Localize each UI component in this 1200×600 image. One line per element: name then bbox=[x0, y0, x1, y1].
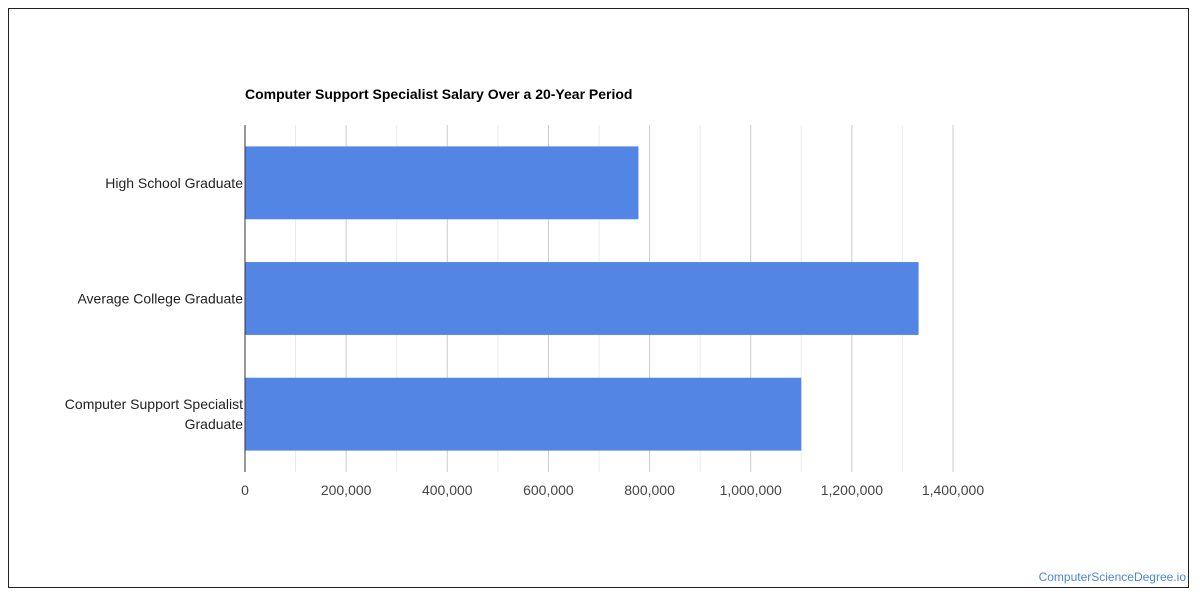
chart-title: Computer Support Specialist Salary Over … bbox=[245, 86, 632, 102]
category-label: Computer Support Specialist bbox=[65, 396, 243, 412]
category-label: High School Graduate bbox=[105, 175, 243, 191]
category-labels: High School Graduate Average College Grad… bbox=[65, 175, 243, 432]
x-tick-label: 200,000 bbox=[321, 482, 372, 498]
x-tick-label: 1,400,000 bbox=[922, 482, 984, 498]
bars bbox=[245, 146, 919, 451]
bar-2[interactable] bbox=[245, 262, 919, 335]
x-tick-label: 1,200,000 bbox=[821, 482, 883, 498]
x-tick-label: 0 bbox=[241, 482, 249, 498]
x-tick-label: 1,000,000 bbox=[720, 482, 782, 498]
category-label: Graduate bbox=[185, 416, 244, 432]
watermark-link[interactable]: ComputerScienceDegree.io bbox=[1038, 570, 1186, 584]
x-tick-label: 400,000 bbox=[422, 482, 473, 498]
x-tick-label: 600,000 bbox=[523, 482, 574, 498]
x-tick-labels: 0 200,000 400,000 600,000 800,000 1,000,000 1,… bbox=[241, 482, 984, 498]
bar-1[interactable] bbox=[245, 146, 639, 220]
category-label: Average College Graduate bbox=[77, 291, 243, 307]
x-tick-label: 800,000 bbox=[624, 482, 675, 498]
bar-3[interactable] bbox=[245, 377, 802, 451]
